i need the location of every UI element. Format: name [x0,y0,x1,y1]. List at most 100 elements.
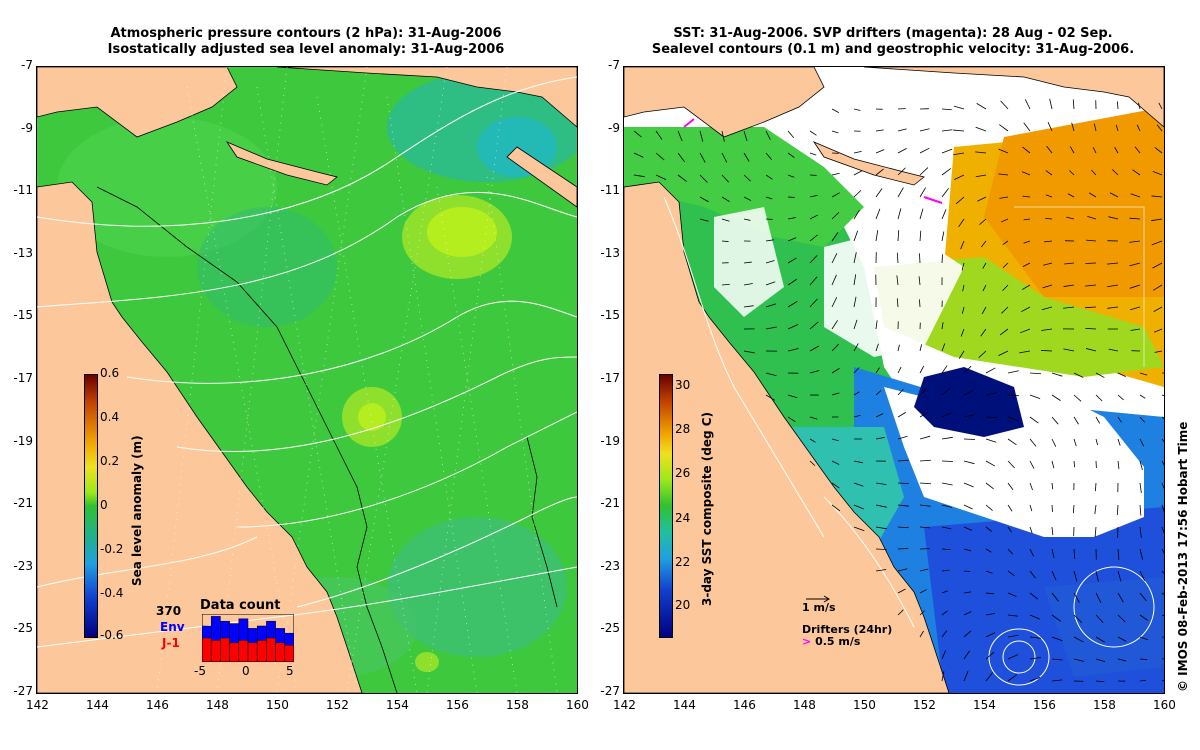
left-y-tick-label: -19 [13,433,33,448]
velocity-arrow [1042,284,1053,289]
left-x-tick-label: 142 [26,698,49,712]
velocity-arrow [1051,438,1057,447]
velocity-arrow [961,262,965,271]
velocity-arrow [1022,262,1031,268]
velocity-arrow [1117,570,1122,582]
colorbar-tick: 30 [675,378,691,392]
colorbar-tick: -0.2 [100,542,124,556]
velocity-arrow [831,211,840,220]
velocity-arrow [897,435,908,440]
sealevel-contour [663,196,825,538]
velocity-arrow [743,130,748,142]
velocity-arrow [1043,262,1053,266]
right-x-tick-label: 146 [733,698,756,712]
sst-colorbar-ticks: 30 28 26 24 22 20 [675,374,705,636]
colorbar-tick: -0.6 [100,628,124,642]
velocity-arrow [1153,284,1163,291]
left-y-tick-label: -15 [13,308,33,323]
velocity-arrow [1130,328,1141,331]
velocity-arrow [919,299,921,308]
velocity-arrow [1093,123,1097,132]
velocity-arrow [1129,240,1141,243]
velocity-arrow [809,438,816,443]
velocity-arrow [853,296,857,308]
velocity-arrow [919,388,927,396]
velocity-arrow [963,650,970,660]
colorbar-tick: 28 [675,422,691,436]
j1-count-bar [275,642,286,662]
velocity-arrow [1073,438,1077,447]
velocity-arrow [1138,102,1141,110]
j1-count-bar [210,640,221,662]
papua-new-guinea-land [624,67,825,138]
right-y-tick-label: -19 [600,433,620,448]
velocity-arrow [853,319,858,330]
velocity-arrow [1051,526,1054,536]
velocity-arrow [765,281,776,286]
velocity-arrow [1139,636,1149,641]
velocity-arrow [721,196,730,202]
velocity-arrow [985,482,994,490]
velocity-arrow [896,275,899,286]
velocity-arrow [875,320,878,330]
velocity-arrow [961,306,965,314]
velocity-arrow [985,367,996,374]
velocity-arrow [963,414,975,418]
velocity-arrow [787,237,797,242]
velocity-arrow [1085,306,1097,309]
velocity-arrow [809,345,820,352]
velocity-arrow [677,174,687,182]
count-tick: 0 [242,664,250,678]
velocity-arrow [1139,679,1147,682]
velocity-arrow [941,188,949,198]
velocity-arrow [853,343,859,352]
bismarck-land [276,67,577,128]
velocity-arrow [1117,592,1124,603]
sst-cold-patch [914,367,1024,437]
shelf-contour [96,186,398,693]
velocity-arrow [1023,240,1031,244]
velocity-arrow [787,174,795,178]
velocity-arrow [1114,146,1119,154]
velocity-arrow [1007,548,1013,555]
velocity-arrow [1116,101,1119,110]
right-y-tick-label: -23 [600,558,620,573]
velocity-arrow [853,274,857,286]
altimeter-tracks [156,67,558,693]
velocity-arrow [809,214,819,220]
velocity-arrow [1161,636,1164,638]
velocity-arrow [1073,614,1083,623]
velocity-arrow [765,326,777,330]
sealevel-contour [988,628,1050,686]
left-title-line1: Atmospheric pressure contours (2 hPa): 3… [110,26,502,41]
velocity-arrow [1047,122,1053,132]
velocity-arrow [1129,217,1141,220]
velocity-arrow [1117,614,1126,623]
velocity-arrow [765,372,777,377]
velocity-arrow [941,168,952,176]
velocity-arrow [896,298,899,308]
imos-credit: © IMOS 08-Feb-2013 17:56 Hobart Time [1176,421,1190,692]
pressure-contour [37,192,577,308]
velocity-arrow [985,592,995,595]
anomaly-patch [57,117,277,257]
velocity-arrow [963,365,972,374]
velocity-arrow [919,589,927,594]
velocity-arrow [721,152,728,163]
velocity-arrow [963,548,972,552]
velocity-arrow [831,460,840,465]
velocity-arrow [980,328,987,337]
velocity-arrow [1001,306,1009,314]
data-count-env-label: Env [160,620,185,634]
velocity-arrow [743,283,753,286]
velocity-arrow [655,130,663,140]
shelf-contour [526,436,558,608]
velocity-arrow [919,230,922,242]
velocity-arrow [1029,570,1036,579]
velocity-arrow [1152,262,1163,269]
velocity-arrow [809,416,818,420]
velocity-arrow [809,130,817,136]
velocity-arrow [875,390,882,396]
velocity-arrow [985,460,996,467]
velocity-arrow [941,148,953,154]
